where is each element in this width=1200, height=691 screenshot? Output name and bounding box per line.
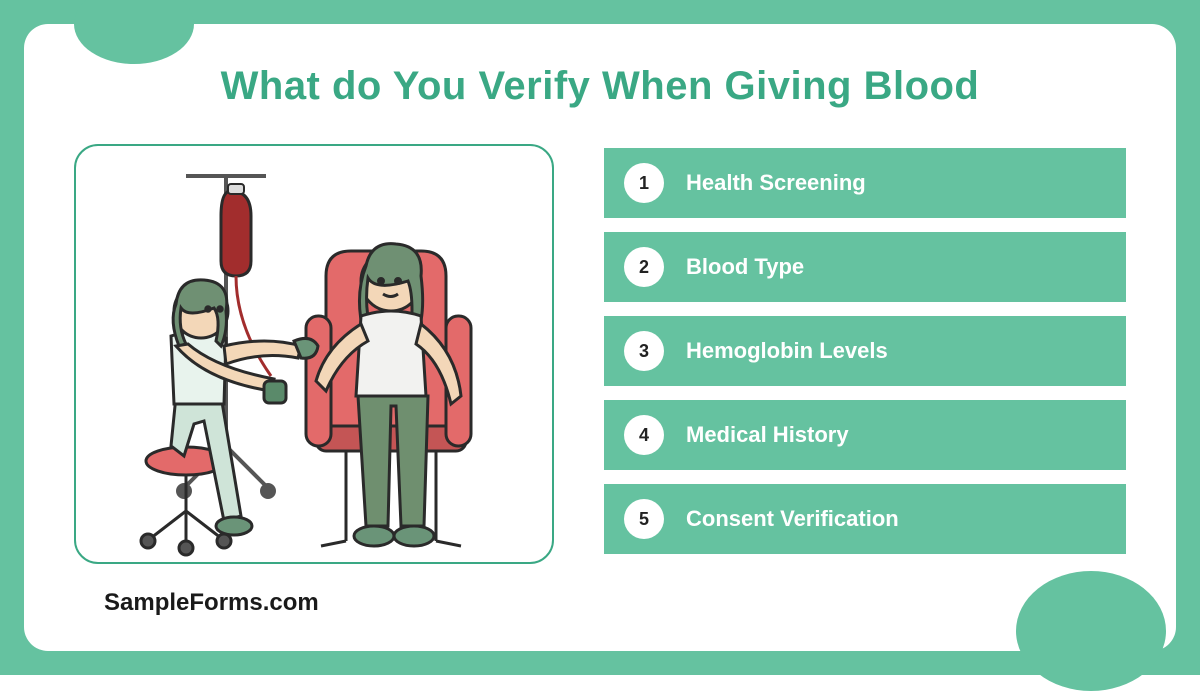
illustration-box [74, 144, 554, 564]
blood-donation-illustration [76, 146, 554, 564]
number-circle: 3 [624, 331, 664, 371]
number-circle: 5 [624, 499, 664, 539]
number-circle: 4 [624, 415, 664, 455]
corner-bite-top-left [74, 0, 194, 64]
page-title: What do You Verify When Giving Blood [24, 64, 1176, 109]
list-item: 3 Hemoglobin Levels [604, 316, 1126, 386]
list-item: 1 Health Screening [604, 148, 1126, 218]
item-label: Hemoglobin Levels [686, 338, 888, 364]
item-label: Consent Verification [686, 506, 899, 532]
corner-bite-bottom-right [1016, 571, 1166, 691]
inner-card: What do You Verify When Giving Blood [24, 24, 1176, 651]
number-circle: 1 [624, 163, 664, 203]
outer-frame: What do You Verify When Giving Blood [0, 0, 1200, 675]
content-row: 1 Health Screening 2 Blood Type 3 Hemogl… [74, 144, 1126, 561]
list-item: 4 Medical History [604, 400, 1126, 470]
list-item: 5 Consent Verification [604, 484, 1126, 554]
item-label: Blood Type [686, 254, 804, 280]
list-item: 2 Blood Type [604, 232, 1126, 302]
item-label: Health Screening [686, 170, 866, 196]
item-label: Medical History [686, 422, 849, 448]
number-circle: 2 [624, 247, 664, 287]
verification-list: 1 Health Screening 2 Blood Type 3 Hemogl… [604, 144, 1126, 561]
footer-brand: SampleForms.com [104, 589, 319, 617]
